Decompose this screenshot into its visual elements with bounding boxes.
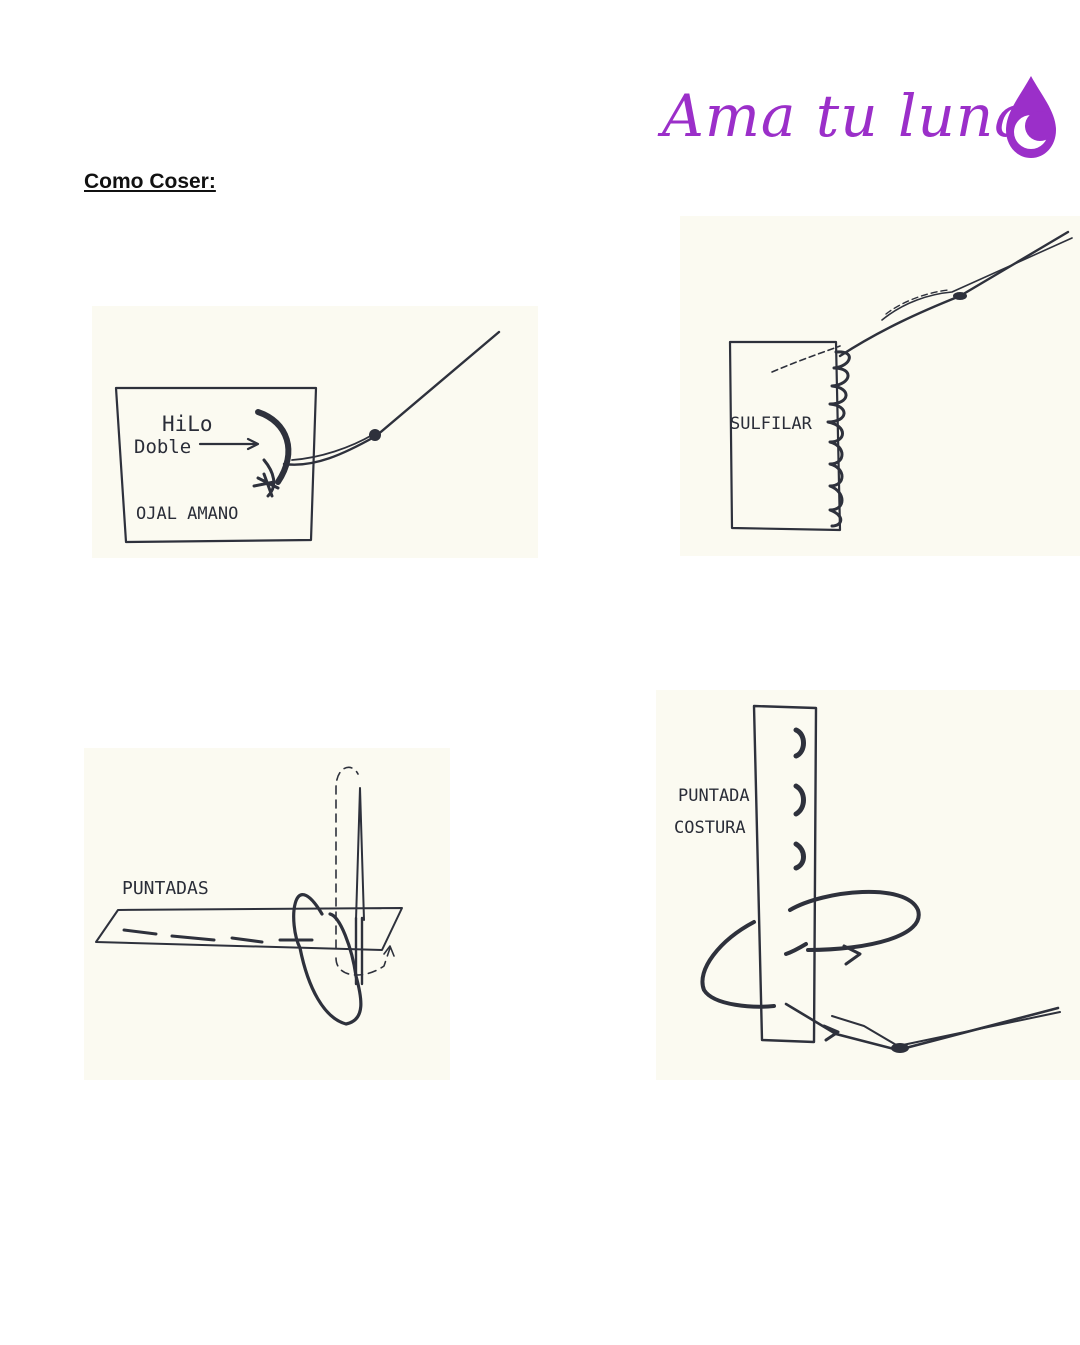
costura-drawing — [656, 690, 1080, 1080]
label-ojal-amano: OJAL AMANO — [136, 504, 239, 524]
page-title: Como Coser: — [84, 170, 216, 193]
logo-text: Ama tu luna — [662, 82, 1030, 150]
illustration-costura: PUNTADA COSTURA — [656, 690, 1080, 1080]
label-puntadas: PUNTADAS — [122, 878, 209, 899]
illustration-sulfilar: SULFILAR — [680, 216, 1080, 556]
brand-logo: Ama tu luna — [662, 74, 1062, 164]
label-sulfilar: SULFILAR — [730, 414, 812, 434]
label-puntada: PUNTADA — [678, 786, 750, 806]
sulfilar-drawing — [680, 216, 1080, 556]
label-hilo: HiLo — [162, 412, 213, 436]
label-doble: Doble — [134, 436, 192, 458]
puntadas-drawing — [84, 748, 450, 1080]
ojal-drawing — [92, 306, 538, 558]
illustration-ojal: HiLo Doble OJAL AMANO — [92, 306, 538, 558]
illustration-puntadas: PUNTADAS — [84, 748, 450, 1080]
label-costura: COSTURA — [674, 818, 746, 838]
drop-moon-icon — [1006, 76, 1056, 158]
